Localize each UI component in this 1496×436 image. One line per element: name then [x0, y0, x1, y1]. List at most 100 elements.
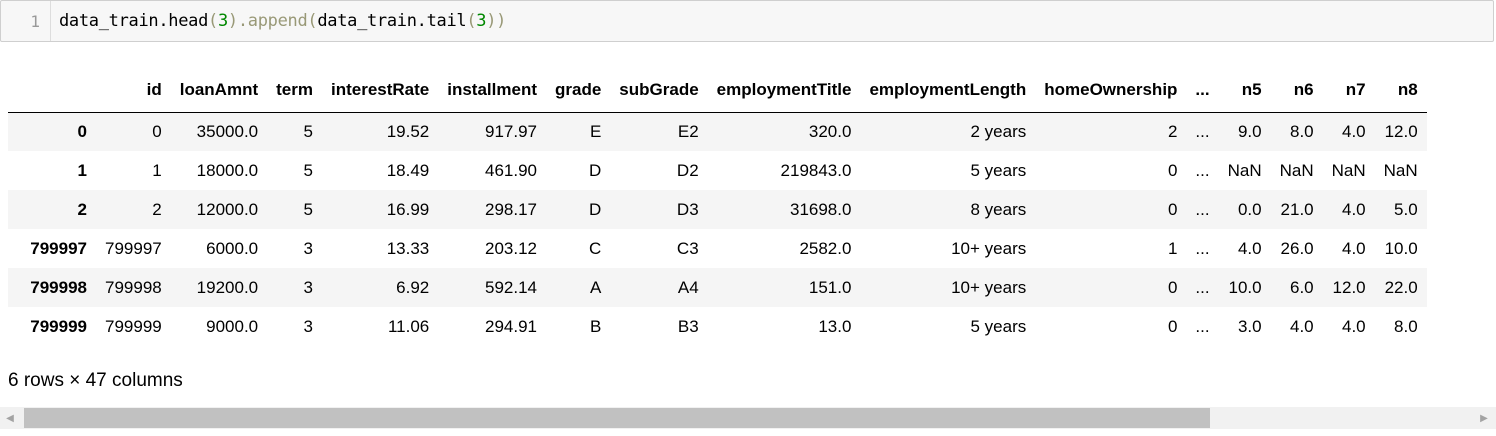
column-header: subGrade [610, 68, 708, 113]
table-cell: 219843.0 [780, 160, 852, 180]
table-cell: 6.0 [1289, 277, 1314, 297]
table-cell: 2582.0 [799, 238, 852, 258]
code-line[interactable]: data_train.head(3).append(data_train.tai… [51, 11, 506, 31]
table-cell: 22.0 [1384, 277, 1418, 297]
table-cell: 151.0 [808, 277, 852, 297]
row-index: 799997 [30, 238, 87, 258]
table-body: 0 0 35000.0 5 19.52 917.97 E E2 320.0 2 … [8, 112, 1427, 346]
code-token: ( [208, 11, 218, 31]
table-cell: NaN [1331, 160, 1366, 180]
table-cell: 8 years [970, 199, 1027, 219]
header-row: id loanAmnt term interestRate installmen… [8, 68, 1427, 113]
table-cell: D2 [676, 160, 699, 180]
table-cell: 3 [303, 316, 313, 336]
table-cell-ellipsis: ... [1195, 160, 1210, 180]
table-cell: 10.0 [1384, 238, 1418, 258]
scroll-right-arrow-icon[interactable]: ▶ [1480, 412, 1488, 424]
column-header: n5 [1218, 68, 1271, 113]
table-cell: 5 [303, 160, 313, 180]
table-cell: D [589, 199, 602, 219]
table-cell: D [589, 160, 602, 180]
table-cell: 917.97 [485, 121, 537, 141]
code-token: ( [307, 11, 318, 31]
table-row: 0 0 35000.0 5 19.52 917.97 E E2 320.0 2 … [8, 112, 1427, 151]
code-token: )) [486, 11, 507, 31]
table-cell: B3 [677, 316, 699, 336]
cell-output: id loanAmnt term interestRate installmen… [8, 68, 1496, 368]
table-cell: 16.99 [386, 199, 430, 219]
scroll-left-arrow-icon[interactable]: ◀ [6, 412, 14, 424]
horizontal-scrollbar[interactable]: ◀ ▶ [0, 407, 1496, 429]
table-cell: 18000.0 [196, 160, 259, 180]
table-cell: 12000.0 [196, 199, 259, 219]
table-cell-ellipsis: ... [1195, 121, 1210, 141]
table-row: 799999 799999 9000.0 3 11.06 294.91 B B3… [8, 307, 1427, 346]
dataframe-table: id loanAmnt term interestRate installmen… [8, 68, 1427, 346]
table-row: 1 1 18000.0 5 18.49 461.90 D D2 219843.0… [8, 151, 1427, 190]
table-cell: 294.91 [485, 316, 537, 336]
column-header: employmentTitle [707, 68, 861, 113]
table-cell: 31698.0 [789, 199, 852, 219]
table-cell: 592.14 [485, 277, 537, 297]
table-cell: 8.0 [1394, 316, 1418, 336]
code-token: ).append [227, 11, 308, 31]
table-cell: 1 [152, 160, 162, 180]
column-header: loanAmnt [170, 68, 268, 113]
table-cell: 3 [303, 277, 313, 297]
code-token: data_train.tail [317, 11, 467, 31]
table-cell: 799998 [105, 277, 162, 297]
table-cell: 4.0 [1289, 316, 1314, 336]
table-cell: 799997 [105, 238, 162, 258]
table-row: 799997 799997 6000.0 3 13.33 203.12 C C3… [8, 229, 1427, 268]
table-cell: 8.0 [1289, 121, 1314, 141]
row-index: 799999 [30, 316, 87, 336]
table-cell: 5 [303, 199, 313, 219]
table-cell: 0 [1167, 316, 1178, 336]
table-cell: 10.0 [1228, 277, 1262, 297]
table-cell: 4.0 [1342, 121, 1366, 141]
table-cell: B [589, 316, 602, 336]
table-cell: 298.17 [485, 199, 537, 219]
table-cell: C3 [676, 238, 699, 258]
code-token: ( [466, 11, 477, 31]
table-cell: 9.0 [1237, 121, 1262, 141]
table-cell: 26.0 [1280, 238, 1314, 258]
table-cell: 6.92 [396, 277, 430, 297]
table-cell: 18.49 [386, 160, 430, 180]
column-header: term [267, 68, 322, 113]
table-cell: 12.0 [1332, 277, 1366, 297]
table-cell: 3.0 [1237, 316, 1262, 336]
row-index: 799998 [30, 277, 87, 297]
line-number: 1 [1, 1, 51, 41]
table-cell: A [589, 277, 602, 297]
table-cell: 13.0 [818, 316, 852, 336]
table-cell: 6000.0 [206, 238, 259, 258]
table-cell: 1 [1167, 238, 1178, 258]
table-cell: 5 years [970, 160, 1027, 180]
column-header: n6 [1270, 68, 1323, 113]
table-cell: C [589, 238, 602, 258]
code-token: 3 [217, 11, 228, 31]
column-header: employmentLength [860, 68, 1036, 113]
table-row: 799998 799998 19200.0 3 6.92 592.14 A A4… [8, 268, 1427, 307]
column-header: interestRate [321, 68, 439, 113]
table-cell: 5 years [970, 316, 1027, 336]
scrollbar-thumb[interactable] [24, 408, 1210, 428]
table-cell: A4 [677, 277, 699, 297]
code-token: 3 [476, 11, 487, 31]
code-token: data_train.head [59, 11, 209, 31]
row-index: 1 [77, 160, 87, 180]
table-cell: 9000.0 [206, 316, 259, 336]
table-cell: 0 [1167, 160, 1178, 180]
column-header-ellipsis: ... [1186, 68, 1219, 113]
column-header-index [8, 68, 96, 113]
table-cell: 5.0 [1394, 199, 1418, 219]
code-cell-input[interactable]: 1 data_train.head(3).append(data_train.t… [0, 0, 1494, 42]
table-cell: 4.0 [1237, 238, 1262, 258]
table-row: 2 2 12000.0 5 16.99 298.17 D D3 31698.0 … [8, 190, 1427, 229]
column-header: installment [438, 68, 546, 113]
table-cell: 19.52 [386, 121, 430, 141]
table-cell: 0 [1167, 199, 1178, 219]
table-cell: E2 [677, 121, 699, 141]
column-header: grade [546, 68, 611, 113]
